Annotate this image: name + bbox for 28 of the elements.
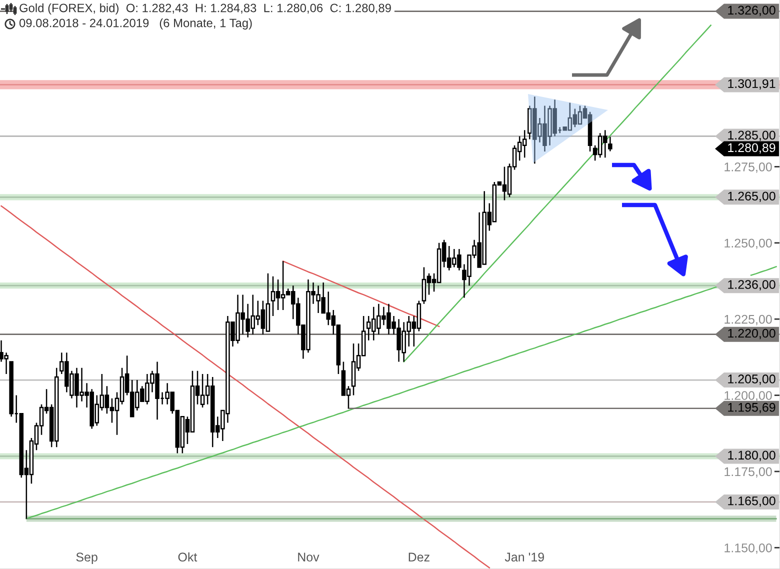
y-tick-label: 1.250,00 (724, 238, 772, 250)
y-tick-label: 1.225,00 (724, 314, 772, 326)
ref-line-label: 1.236,00 (728, 280, 776, 290)
x-tick-label: Dez (408, 552, 430, 562)
ref-line-label: 1.301,91 (728, 79, 776, 90)
ref-line-label: 1.205,00 (728, 374, 776, 385)
candlestick (608, 136, 612, 152)
line-series (282, 260, 440, 328)
x-tick-label: Jan '19 (504, 552, 544, 562)
y-tick-label: 1.275,00 (724, 162, 772, 173)
x-tick-label: Nov (298, 552, 320, 562)
ref-line-label: 1.220,00 (728, 328, 776, 340)
data-label: 1.195,69 (728, 402, 776, 414)
y-tick-label: 1.175,00 (724, 467, 772, 478)
y-tick-label: 1.200,00 (724, 391, 772, 402)
ref-line-label: 1.165,00 (728, 496, 776, 507)
x-tick-label: Okt (178, 552, 198, 562)
line-series (403, 24, 712, 362)
ref-line-label: 1.180,00 (728, 450, 776, 462)
x-tick-label: Sep (76, 552, 98, 564)
text: 09.08.2018 - 24.01.2019 (6 Monate, 1 Tag) (19, 18, 252, 30)
y-tick-label: 1.150,00 (724, 543, 772, 554)
ref-line-label: 1.326,00 (728, 6, 776, 16)
annotation: 1.280,89 (728, 143, 776, 154)
line-series (0, 205, 490, 568)
chart-title: Gold (FOREX, bid) O: 1.282,43 H: 1.284,83 L: 1.280,06 C: 1.280,89 (20, 3, 391, 15)
ref-line-label: 1.265,00 (728, 192, 776, 202)
ref-line-label: 1.285,00 (728, 130, 776, 142)
